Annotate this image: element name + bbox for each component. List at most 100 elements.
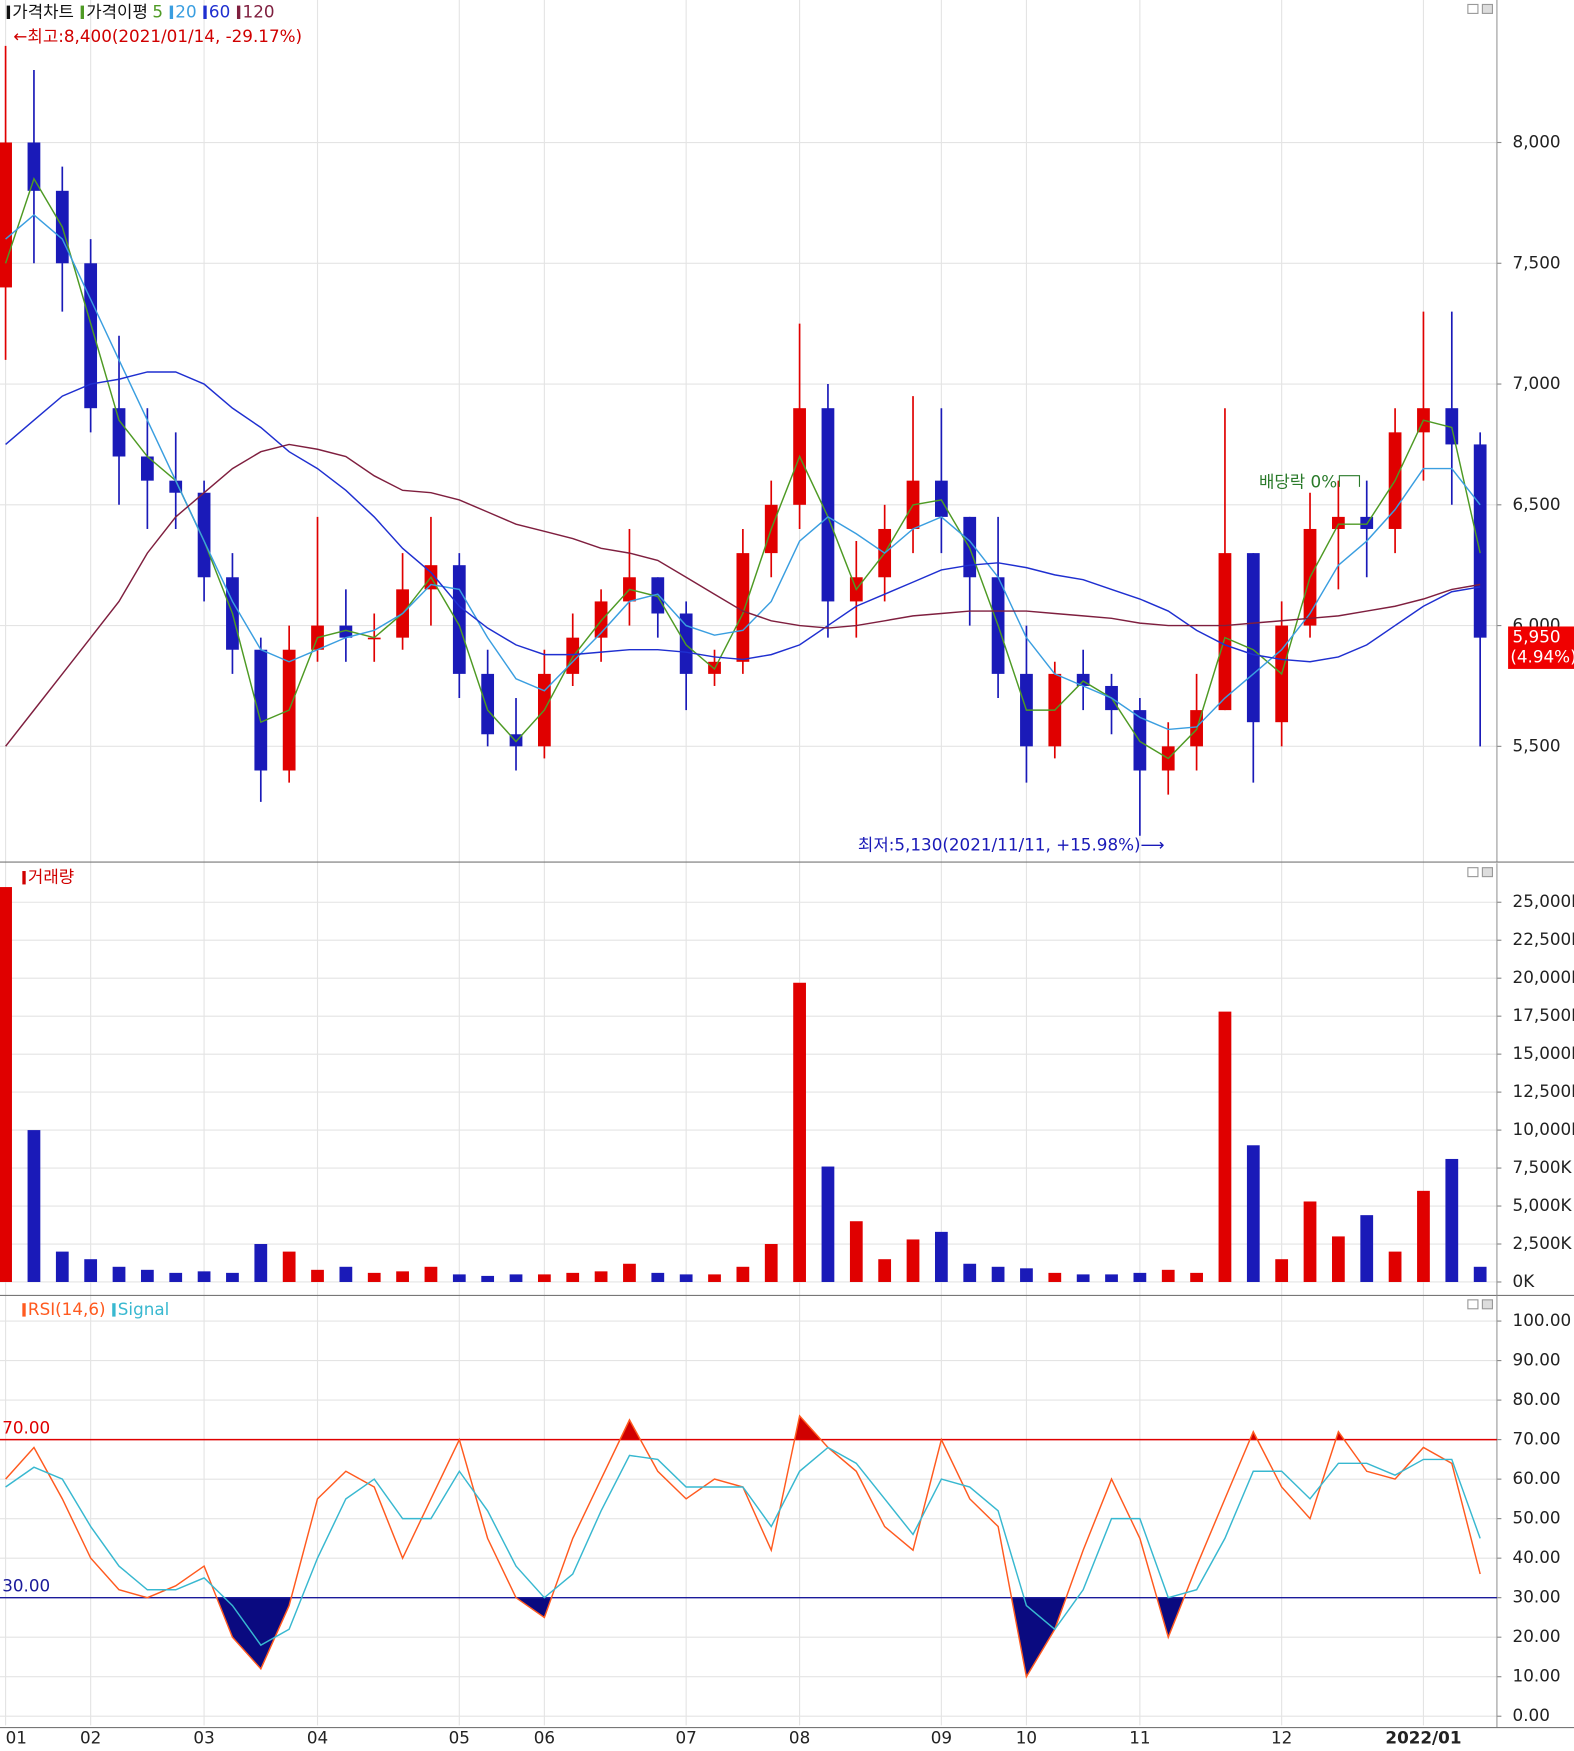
volume-bar xyxy=(311,1269,324,1282)
y-tick-label: 15,000K xyxy=(1513,1043,1574,1063)
legend-swatch xyxy=(169,5,174,19)
x-tick-label: 02 xyxy=(80,1728,101,1748)
legend-label: 20 xyxy=(175,1,196,21)
candle-body xyxy=(140,456,154,481)
candle-body xyxy=(1445,408,1459,445)
candle-body xyxy=(84,263,98,409)
volume-bar xyxy=(1133,1272,1147,1282)
y-tick-label: 17,500K xyxy=(1513,1005,1574,1025)
legend-swatch xyxy=(236,5,241,19)
volume-bar xyxy=(708,1274,721,1282)
volume-bar xyxy=(566,1272,580,1282)
candle-body xyxy=(1473,444,1487,638)
y-tick-label: 7,000 xyxy=(1513,373,1561,393)
candle-body xyxy=(736,553,750,662)
legend-label: 가격이평 xyxy=(86,1,148,21)
volume-bar xyxy=(991,1266,1005,1282)
reference-label: 30.00 xyxy=(2,1576,50,1596)
volume-bar xyxy=(197,1271,211,1282)
x-tick-label: 2022/01 xyxy=(1385,1728,1461,1748)
candle-body xyxy=(1331,516,1345,529)
volume-bar xyxy=(821,1166,835,1282)
candle-body xyxy=(197,492,211,578)
volume-bar xyxy=(84,1259,98,1282)
legend-label: 가격차트 xyxy=(12,1,74,21)
y-tick-label: 70.00 xyxy=(1513,1429,1561,1449)
candle-body xyxy=(254,649,268,771)
y-tick-label: 30.00 xyxy=(1513,1587,1561,1607)
volume-bar xyxy=(1246,1145,1260,1282)
legend-label: 5 xyxy=(152,1,163,21)
volume-bar xyxy=(1161,1269,1175,1282)
volume-bar xyxy=(396,1271,409,1282)
y-tick-label: 5,500 xyxy=(1513,735,1561,755)
y-tick-label: 90.00 xyxy=(1513,1350,1561,1370)
volume-bar xyxy=(793,982,806,1282)
change-label: (4.94%) xyxy=(1510,647,1574,667)
volume-bar xyxy=(934,1231,948,1282)
candle-body xyxy=(1246,553,1260,723)
y-tick-label: 20,000K xyxy=(1513,967,1574,987)
y-tick-label: 20.00 xyxy=(1513,1626,1561,1646)
legend-swatch xyxy=(80,5,84,19)
legend-label: RSI(14,6) xyxy=(28,1299,106,1319)
candle-body xyxy=(1218,553,1232,711)
volume-bar xyxy=(1190,1272,1203,1282)
x-tick-label: 08 xyxy=(789,1728,810,1748)
y-tick-label: 100.00 xyxy=(1513,1310,1572,1330)
volume-bar xyxy=(254,1244,268,1282)
annotation-bracket xyxy=(1338,475,1361,487)
last-price-label: 5,950 xyxy=(1513,627,1561,647)
volume-bar xyxy=(169,1272,183,1282)
volume-bar xyxy=(282,1251,296,1282)
reference-label: 70.00 xyxy=(2,1417,50,1437)
volume-bar xyxy=(1105,1274,1118,1282)
volume-bar xyxy=(1473,1266,1487,1282)
legend-swatch xyxy=(203,5,207,19)
volume-bar xyxy=(1331,1236,1345,1282)
x-tick-label: 11 xyxy=(1129,1728,1150,1748)
x-tick-label: 09 xyxy=(931,1728,952,1748)
candle-body xyxy=(27,142,41,191)
volume-bar xyxy=(906,1239,920,1282)
window-button xyxy=(1481,867,1494,878)
legend-swatch xyxy=(22,871,26,885)
volume-bar xyxy=(140,1269,154,1282)
y-tick-label: 2,500K xyxy=(1513,1233,1573,1253)
volume-bar xyxy=(367,1272,381,1282)
volume-bar xyxy=(764,1244,778,1282)
volume-bar xyxy=(1020,1268,1033,1282)
volume-bar xyxy=(1417,1190,1430,1282)
window-button xyxy=(1467,1299,1479,1310)
last-price-box xyxy=(1508,626,1574,669)
y-tick-label: 80.00 xyxy=(1513,1389,1561,1409)
window-button xyxy=(1481,1299,1494,1310)
moving-average-line xyxy=(4,177,1481,760)
annotation: 배당락 0% xyxy=(1259,471,1337,491)
volume-bar xyxy=(55,1251,69,1282)
rsi-zone-fill xyxy=(620,1415,1345,1440)
y-tick-label: 0.00 xyxy=(1513,1705,1550,1725)
candle-body xyxy=(0,142,12,288)
y-tick-label: 5,000K xyxy=(1513,1195,1573,1215)
y-tick-label: 40.00 xyxy=(1513,1547,1561,1567)
legend-swatch xyxy=(6,5,11,19)
candle-body xyxy=(566,637,580,674)
moving-average-line xyxy=(5,371,1481,663)
candle-body xyxy=(367,637,381,640)
volume-bar xyxy=(481,1275,495,1282)
candle-body xyxy=(339,625,353,638)
volume-bar xyxy=(339,1266,353,1282)
y-tick-label: 25,000K xyxy=(1513,891,1574,911)
y-tick-label: 10.00 xyxy=(1513,1666,1561,1686)
volume-bar xyxy=(1218,1011,1232,1282)
volume-bar xyxy=(0,887,12,1282)
legend-label: Signal xyxy=(118,1299,169,1319)
window-button xyxy=(1467,3,1479,14)
x-tick-label: 07 xyxy=(675,1728,696,1748)
moving-average-line xyxy=(5,214,1481,731)
x-tick-label: 05 xyxy=(449,1728,470,1748)
x-tick-label: 12 xyxy=(1271,1728,1292,1748)
x-tick-label: 01 xyxy=(6,1728,27,1748)
